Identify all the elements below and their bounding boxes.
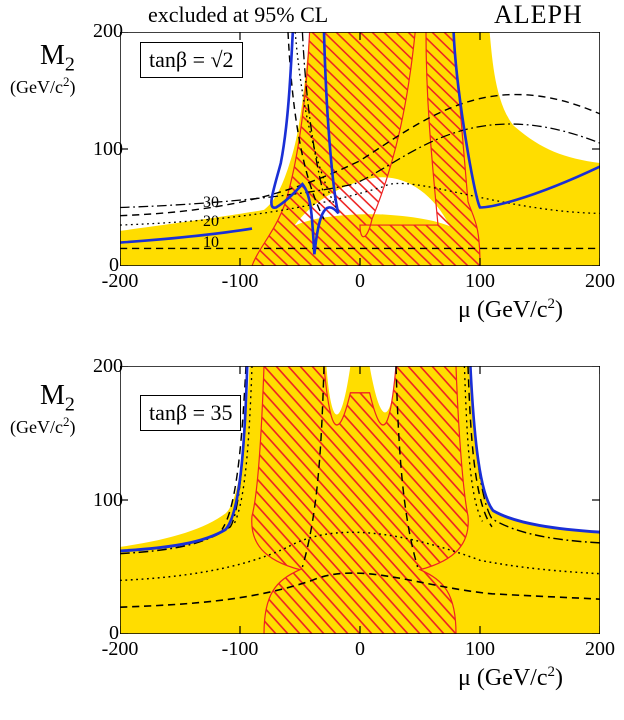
header-excluded: excluded at 95% CL: [148, 2, 328, 28]
p2-ylabel: M2: [40, 380, 75, 417]
p1-xtick--200: -200: [98, 270, 142, 293]
experiment-label: ALEPH: [494, 0, 583, 30]
p2-ytick-100: 100: [93, 489, 119, 512]
p1-ytick-100: 100: [93, 138, 119, 161]
p2-xtick--200: -200: [98, 638, 142, 661]
contour-label-10: 10: [203, 234, 219, 252]
panel-1-tag: tanβ = √2: [140, 42, 243, 78]
p1-xtick-100: 100: [458, 270, 502, 293]
figure-page: excluded at 95% CL ALEPH: [0, 0, 624, 720]
p2-ytick-200: 200: [93, 355, 119, 378]
p2-xlabel: μ (GeV/c2): [458, 664, 563, 692]
p2-xtick-100: 100: [458, 638, 502, 661]
p2-yunit: (GeV/c2): [10, 414, 75, 438]
p1-ytick-200: 200: [93, 20, 119, 43]
p1-yunit: (GeV/c2): [10, 74, 75, 98]
hatched-region-2: [252, 366, 469, 634]
p1-xlabel: μ (GeV/c2): [458, 296, 563, 324]
p1-ylabel: M2: [40, 40, 75, 77]
p1-xtick-0: 0: [350, 270, 370, 293]
p2-xtick--100: -100: [218, 638, 262, 661]
contour-label-30: 30: [203, 194, 219, 212]
contour-label-20: 20: [203, 213, 219, 231]
p2-xtick-200: 200: [578, 638, 622, 661]
p2-xtick-0: 0: [350, 638, 370, 661]
p1-xtick-200: 200: [578, 270, 622, 293]
panel-2-tag: tanβ = 35: [140, 395, 241, 431]
p1-xtick--100: -100: [218, 270, 262, 293]
